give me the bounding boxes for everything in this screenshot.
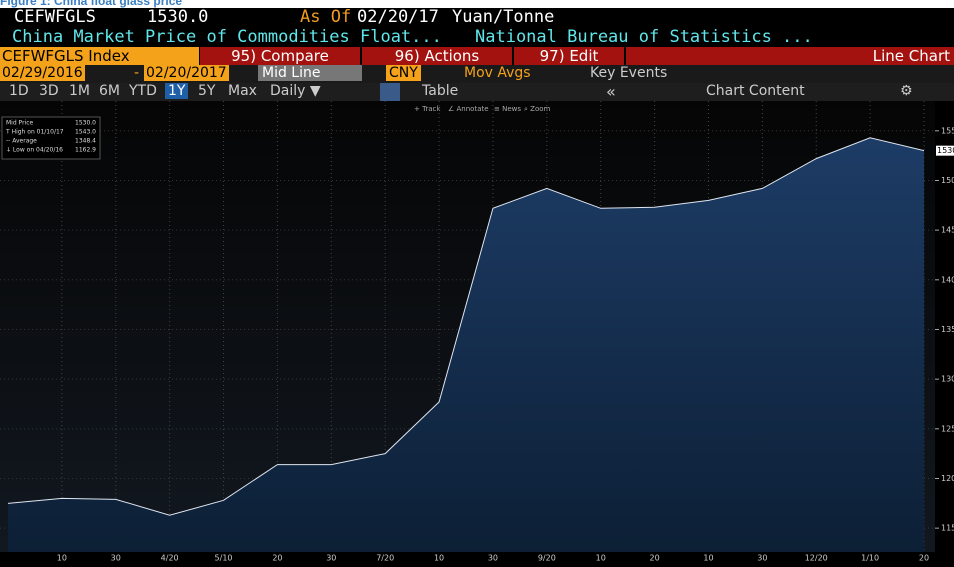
- mov-avgs[interactable]: Mov Avgs: [464, 65, 531, 81]
- y-tick-label: 1500: [941, 176, 954, 185]
- x-tick-label: 20: [919, 554, 929, 563]
- settings-button[interactable]: ⚙: [900, 83, 913, 99]
- as-of-date: 02/20/17: [357, 7, 439, 27]
- ticker: CEFWFGLS: [14, 7, 96, 27]
- x-tick-label: 10: [434, 554, 444, 563]
- chart: + Track ∠ Annotate ≡ News⌕ Zoom 1150 1200 125…: [0, 101, 954, 567]
- actions-button[interactable]: 96) Actions: [362, 47, 512, 65]
- end-date[interactable]: 02/20/2017: [144, 65, 229, 81]
- title-bar: CEFWFGLS 1530.0 As Of 02/20/17 Yuan/Tonn…: [0, 7, 954, 28]
- view-label[interactable]: Line Chart: [626, 47, 954, 65]
- x-tick-label: 12/20: [805, 554, 828, 563]
- chart-content-tab[interactable]: Chart Content: [706, 83, 805, 99]
- period-button[interactable]: 1M: [69, 83, 90, 99]
- x-tick-label: 30: [111, 554, 121, 563]
- x-axis-background: [0, 552, 954, 567]
- y-tick-label: 1150: [941, 524, 954, 533]
- as-of-label: As Of: [300, 7, 352, 27]
- x-tick-label: 4/20: [161, 554, 179, 563]
- area: [8, 137, 924, 553]
- key-events[interactable]: Key Events: [590, 65, 668, 81]
- frequency-select[interactable]: Daily ▼: [270, 83, 321, 99]
- x-tick-label: 10: [703, 554, 713, 563]
- axis-background: [935, 101, 954, 567]
- y-tick-label: 1250: [941, 424, 954, 433]
- date-dash: -: [134, 65, 140, 81]
- legend: Mid Price 1530.0 T High on 01/10/17 1543.0 -…: [1, 116, 101, 160]
- y-tick-label: 1350: [941, 325, 954, 334]
- line: [7, 137, 925, 516]
- x-tick-label: 30: [488, 554, 498, 563]
- last-value-box: [936, 145, 954, 156]
- start-date[interactable]: 02/29/2016: [0, 65, 85, 81]
- legend-label: Mid Price: [6, 120, 34, 127]
- table-tab[interactable]: Table: [422, 83, 459, 99]
- legend-label: ↓ Low on 04/20/16: [6, 147, 63, 154]
- period-button[interactable]: 1Y: [165, 83, 189, 99]
- x-tick-label: 10: [57, 554, 67, 563]
- tool[interactable]: ≡ News: [494, 105, 521, 113]
- x-tick-label: 30: [326, 554, 336, 563]
- period-button[interactable]: 6M: [99, 83, 120, 99]
- legend-label: T High on 01/10/17: [5, 129, 64, 136]
- security[interactable]: CEFWFGLS Index: [0, 47, 199, 65]
- legend-value: 1530.0: [75, 120, 96, 127]
- legend-value: 1162.9: [75, 147, 96, 154]
- chart-icon[interactable]: [380, 83, 400, 101]
- period-button[interactable]: Max: [228, 83, 257, 99]
- edit-button[interactable]: 97) Edit: [514, 47, 624, 65]
- description: China Market Price of Commodities Float.…: [12, 27, 442, 47]
- x-tick-label: 5/10: [215, 554, 233, 563]
- tool[interactable]: ⌕ Zoom: [524, 105, 551, 113]
- x-tick-label: 10: [596, 554, 606, 563]
- tool[interactable]: + Track: [414, 105, 441, 113]
- compare-button[interactable]: 95) Compare: [200, 47, 360, 65]
- unit: Yuan/Tonne: [452, 7, 555, 27]
- period-button[interactable]: YTD: [129, 83, 157, 99]
- price: 1530.0: [147, 7, 209, 27]
- x-tick-label: 20: [649, 554, 659, 563]
- x-tick-label: 1/10: [861, 554, 879, 563]
- x-tick-label: 7/20: [376, 554, 394, 563]
- description-bar: China Market Price of Commodities Float.…: [0, 27, 954, 47]
- controls-bar: 02/29/2016 - 02/20/2017 Mid Line CNY Mov…: [0, 65, 954, 83]
- collapse-button[interactable]: «: [606, 82, 616, 101]
- currency-select[interactable]: CNY: [386, 65, 421, 81]
- legend-value: 1348.4: [75, 138, 96, 145]
- y-tick-label: 1400: [941, 275, 954, 284]
- source: National Bureau of Statistics ...: [475, 27, 813, 47]
- x-tick-label: 30: [757, 554, 767, 563]
- x-tick-label: 20: [272, 554, 282, 563]
- period-button[interactable]: 3D: [39, 83, 59, 99]
- tool[interactable]: ∠ Annotate: [448, 105, 489, 113]
- legend-box: [1, 116, 101, 160]
- legend-label: -- Average: [6, 138, 37, 145]
- y-tick-label: 1450: [941, 226, 954, 235]
- legend-value: 1543.0: [75, 129, 96, 136]
- period-bar: Table « Chart Content ⚙ 1D 3D 1M 6M YTD 1Y 5Y M…: [0, 82, 954, 101]
- menu-bar: CEFWFGLS Index 95) Compare 96) Actions 9…: [0, 47, 954, 65]
- last-value-label: 1530: [937, 146, 954, 155]
- y-tick-label: 1300: [941, 375, 954, 384]
- x-tick-label: 9/20: [538, 554, 556, 563]
- y-tick-label: 1200: [941, 474, 954, 483]
- mode-select[interactable]: Mid Line: [258, 65, 362, 81]
- period-button[interactable]: 5Y: [198, 83, 216, 99]
- y-tick-label: 1550: [941, 126, 954, 135]
- period-button[interactable]: 1D: [9, 83, 29, 99]
- caption: Figure 1: China float glass price: [0, 0, 183, 8]
